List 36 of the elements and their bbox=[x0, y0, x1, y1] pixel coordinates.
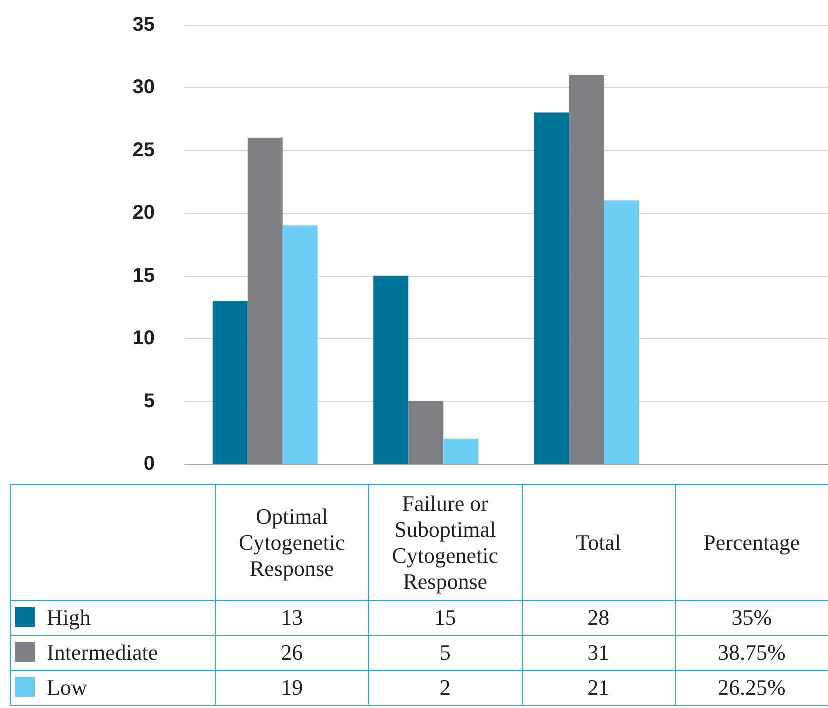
y-tick-label: 15 bbox=[132, 264, 155, 287]
data-label: 21 bbox=[522, 670, 676, 706]
text: 26.25% bbox=[718, 675, 786, 700]
data-label: 31 bbox=[522, 636, 676, 670]
x-tick-label: Optimal Cytogenetic Response bbox=[216, 484, 369, 600]
bar bbox=[408, 401, 444, 464]
data-label: 26 bbox=[216, 636, 369, 670]
data-label: 15 bbox=[368, 600, 522, 636]
bar bbox=[374, 276, 409, 464]
legend-label: Intermediate bbox=[10, 636, 216, 670]
legend-label: High bbox=[10, 600, 216, 636]
y-tick-label: 25 bbox=[132, 139, 155, 162]
y-tick-label: 5 bbox=[144, 390, 155, 412]
data-label: 19 bbox=[216, 670, 369, 706]
bar bbox=[444, 438, 479, 464]
y-tick-label: 20 bbox=[132, 202, 155, 224]
data-label: 28 bbox=[522, 600, 676, 636]
bar bbox=[534, 112, 570, 464]
bar bbox=[604, 200, 640, 464]
text: 35% bbox=[732, 605, 772, 630]
data-label: 5 bbox=[368, 636, 522, 670]
text: 38.75% bbox=[718, 640, 786, 665]
y-tick-label: 10 bbox=[132, 328, 155, 350]
bar bbox=[282, 226, 318, 464]
data-label: 13 bbox=[216, 600, 369, 636]
data-label: 2 bbox=[368, 670, 522, 706]
y-tick-label: 30 bbox=[132, 76, 155, 99]
bar bbox=[248, 138, 283, 464]
bar bbox=[569, 75, 604, 464]
x-tick-label: Failure or Suboptimal Cytogenetic Response bbox=[368, 484, 522, 600]
x-tick-label: Percentage bbox=[675, 484, 828, 600]
y-tick-label: 35 bbox=[132, 14, 155, 36]
legend-label: Low bbox=[10, 670, 216, 706]
y-tick-label: 0 bbox=[144, 453, 155, 475]
bar bbox=[212, 300, 248, 464]
x-tick-label: Total bbox=[522, 484, 676, 600]
